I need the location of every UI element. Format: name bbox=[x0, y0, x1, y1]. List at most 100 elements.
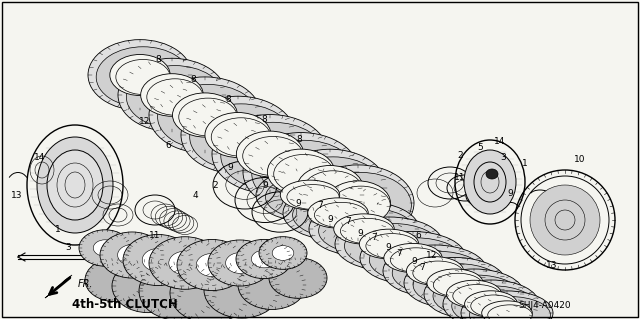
Ellipse shape bbox=[273, 149, 387, 227]
Ellipse shape bbox=[359, 229, 419, 259]
Text: 2: 2 bbox=[212, 181, 218, 189]
Ellipse shape bbox=[173, 93, 237, 137]
Ellipse shape bbox=[274, 154, 334, 194]
Ellipse shape bbox=[287, 185, 339, 209]
Ellipse shape bbox=[79, 230, 131, 266]
Text: 2: 2 bbox=[457, 151, 463, 160]
Ellipse shape bbox=[238, 261, 306, 309]
Ellipse shape bbox=[205, 113, 271, 158]
Ellipse shape bbox=[335, 217, 443, 271]
Text: 10: 10 bbox=[574, 155, 586, 165]
Text: 7: 7 bbox=[396, 249, 402, 257]
Ellipse shape bbox=[486, 169, 498, 179]
Text: 3: 3 bbox=[65, 243, 71, 253]
Text: 7: 7 bbox=[345, 218, 351, 226]
Text: 9: 9 bbox=[507, 189, 513, 197]
Ellipse shape bbox=[464, 150, 516, 214]
Ellipse shape bbox=[252, 250, 276, 268]
Text: 12: 12 bbox=[426, 250, 438, 259]
Text: 5: 5 bbox=[477, 144, 483, 152]
Ellipse shape bbox=[196, 254, 228, 277]
Text: 14: 14 bbox=[35, 153, 45, 162]
Ellipse shape bbox=[309, 202, 419, 256]
Text: 4th-5th CLUTCH: 4th-5th CLUTCH bbox=[72, 298, 178, 310]
Ellipse shape bbox=[461, 291, 553, 319]
Ellipse shape bbox=[149, 237, 221, 289]
Ellipse shape bbox=[384, 243, 442, 272]
Ellipse shape bbox=[465, 291, 517, 317]
Ellipse shape bbox=[96, 47, 190, 107]
Text: 9: 9 bbox=[411, 256, 417, 265]
Ellipse shape bbox=[47, 150, 103, 220]
Ellipse shape bbox=[142, 249, 173, 271]
Ellipse shape bbox=[236, 131, 303, 177]
Ellipse shape bbox=[256, 168, 364, 222]
Ellipse shape bbox=[404, 257, 506, 308]
Ellipse shape bbox=[332, 186, 390, 224]
Ellipse shape bbox=[189, 104, 292, 170]
Ellipse shape bbox=[326, 181, 390, 225]
Ellipse shape bbox=[297, 166, 363, 211]
Text: 11: 11 bbox=[149, 231, 161, 240]
Ellipse shape bbox=[149, 77, 261, 153]
Ellipse shape bbox=[482, 301, 532, 319]
Text: 11: 11 bbox=[454, 174, 466, 182]
Ellipse shape bbox=[259, 237, 307, 269]
Ellipse shape bbox=[93, 240, 116, 256]
Ellipse shape bbox=[470, 297, 550, 319]
Text: 9: 9 bbox=[385, 243, 391, 253]
Ellipse shape bbox=[177, 240, 247, 291]
Text: 3: 3 bbox=[500, 153, 506, 162]
Ellipse shape bbox=[283, 186, 393, 241]
Ellipse shape bbox=[366, 234, 418, 258]
Ellipse shape bbox=[292, 192, 389, 238]
Ellipse shape bbox=[433, 275, 521, 317]
Ellipse shape bbox=[127, 66, 223, 128]
Text: 14: 14 bbox=[494, 137, 506, 146]
Ellipse shape bbox=[406, 257, 463, 285]
Ellipse shape bbox=[37, 137, 113, 233]
Ellipse shape bbox=[433, 273, 483, 297]
Ellipse shape bbox=[211, 118, 271, 156]
Text: 9: 9 bbox=[295, 198, 301, 207]
Text: FR.: FR. bbox=[78, 279, 93, 289]
Ellipse shape bbox=[243, 137, 303, 175]
Ellipse shape bbox=[269, 258, 327, 298]
Ellipse shape bbox=[308, 198, 368, 228]
Ellipse shape bbox=[319, 208, 415, 254]
Ellipse shape bbox=[85, 258, 145, 301]
Ellipse shape bbox=[530, 185, 600, 255]
Ellipse shape bbox=[170, 263, 250, 319]
Ellipse shape bbox=[282, 157, 384, 223]
Text: 8: 8 bbox=[190, 76, 196, 85]
Text: 7: 7 bbox=[419, 263, 425, 271]
Ellipse shape bbox=[226, 253, 255, 273]
Ellipse shape bbox=[204, 262, 280, 318]
Ellipse shape bbox=[268, 149, 335, 195]
Ellipse shape bbox=[243, 133, 359, 211]
Ellipse shape bbox=[443, 280, 539, 319]
Ellipse shape bbox=[447, 280, 502, 308]
Ellipse shape bbox=[157, 85, 259, 150]
Ellipse shape bbox=[252, 140, 356, 208]
Text: 1: 1 bbox=[55, 226, 61, 234]
Text: 9: 9 bbox=[327, 214, 333, 224]
Ellipse shape bbox=[369, 238, 463, 282]
Ellipse shape bbox=[310, 173, 412, 238]
Ellipse shape bbox=[424, 269, 524, 319]
Ellipse shape bbox=[88, 40, 192, 110]
Ellipse shape bbox=[147, 79, 203, 115]
Text: 8: 8 bbox=[261, 115, 267, 124]
Ellipse shape bbox=[236, 239, 292, 278]
Ellipse shape bbox=[272, 246, 294, 260]
Text: 6: 6 bbox=[415, 231, 421, 240]
Ellipse shape bbox=[302, 165, 414, 241]
Text: SHJ4-A0420: SHJ4-A0420 bbox=[518, 300, 572, 309]
Ellipse shape bbox=[181, 96, 295, 174]
Ellipse shape bbox=[360, 232, 466, 285]
Polygon shape bbox=[45, 275, 72, 298]
Ellipse shape bbox=[221, 122, 325, 190]
Ellipse shape bbox=[266, 174, 360, 219]
Ellipse shape bbox=[413, 261, 463, 285]
Ellipse shape bbox=[390, 248, 442, 272]
